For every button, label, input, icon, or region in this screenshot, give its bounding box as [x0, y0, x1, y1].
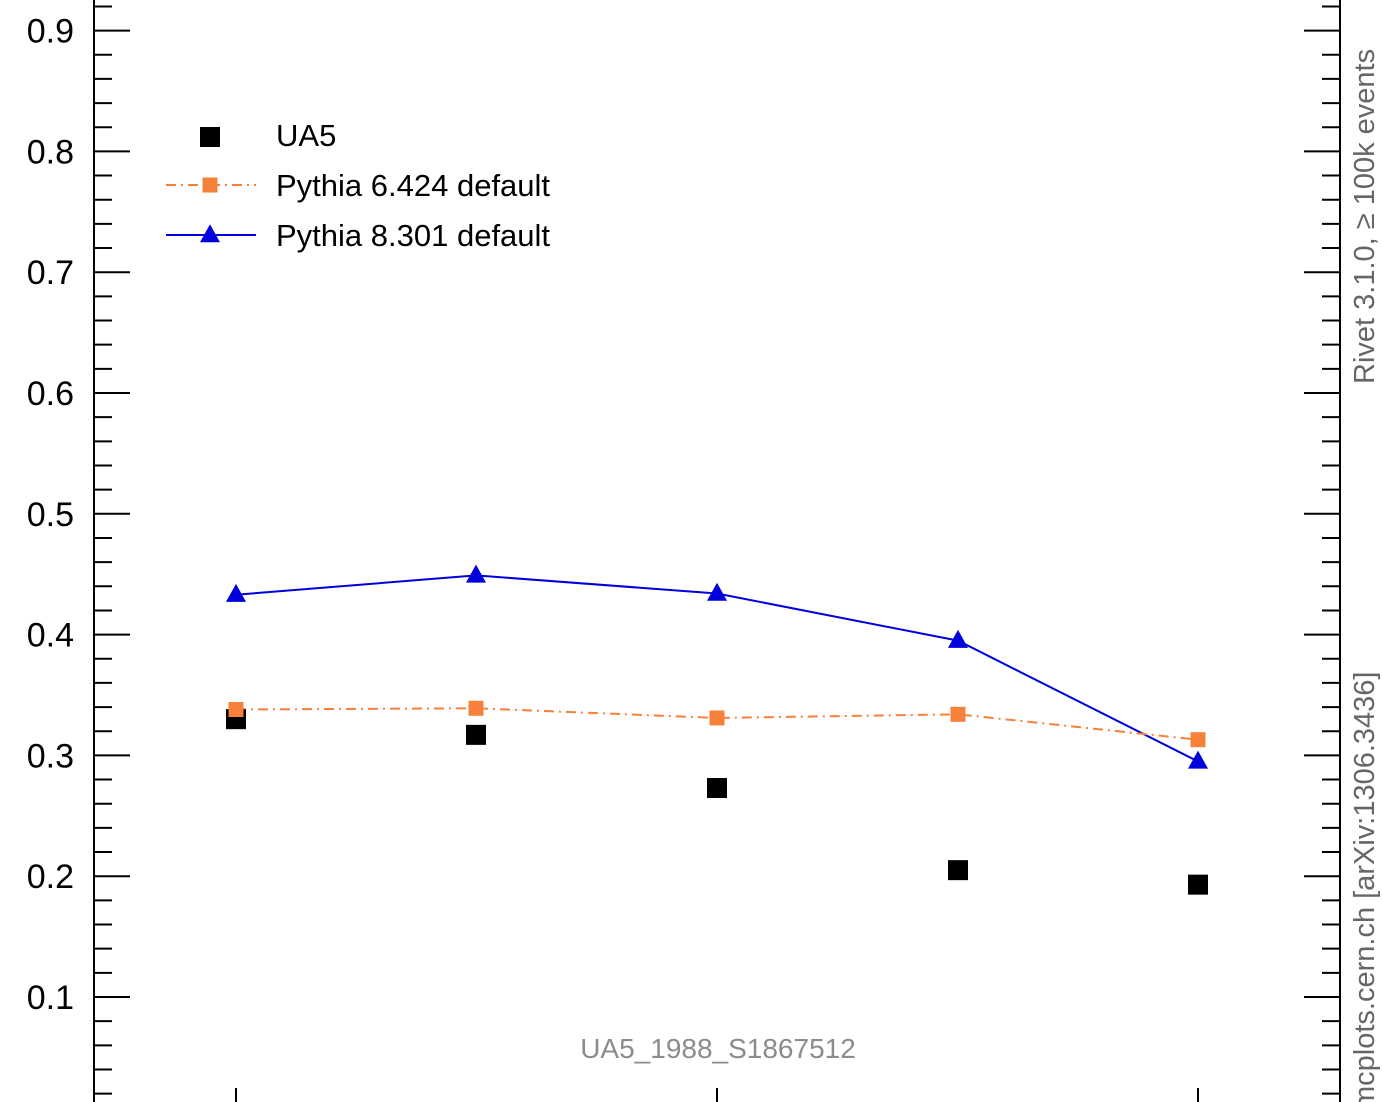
y-tick-label: 0.2: [27, 858, 74, 896]
ua5-point: [466, 724, 486, 745]
legend-ua5-marker: [200, 127, 220, 147]
ua5-point: [948, 860, 968, 881]
legend-label: Pythia 8.301 default: [276, 218, 550, 253]
pythia8-point: [1188, 750, 1208, 769]
y-tick-label: 0.6: [27, 375, 74, 413]
pythia8-point: [707, 582, 727, 601]
series-layer: [226, 564, 1208, 895]
pythia8-point: [226, 583, 246, 602]
y-tick-label: 0.5: [27, 496, 74, 534]
ua5-point: [1188, 874, 1208, 895]
y-tick-label: 0.9: [27, 13, 74, 51]
analysis-label: UA5_1988_S1867512: [580, 1033, 856, 1064]
y-axis-ticks: [94, 5, 1340, 1095]
y-tick-label: 0.4: [27, 617, 74, 655]
y-tick-label: 0.1: [27, 979, 74, 1017]
legend: UA5 Pythia 6.424 default Pythia 8.301 defa…: [166, 118, 550, 253]
y-tick-label: 0.3: [27, 737, 74, 775]
pythia6-point: [468, 700, 484, 716]
plot-frame: [93, 0, 1341, 1102]
side-note-rivet: Rivet 3.1.0, ≥ 100k events: [1349, 49, 1381, 384]
y-tick-label: 0.7: [27, 254, 74, 292]
pythia8-line: [235, 574, 1199, 763]
ua5-point: [707, 778, 727, 799]
y-axis-tick-labels: 0.1 0.2 0.3 0.4 0.5 0.6 0.7 0.8 0.9: [27, 13, 74, 1017]
legend-pythia8-marker: [200, 224, 220, 243]
legend-label: Pythia 6.424 default: [276, 168, 550, 203]
pythia6-point: [709, 710, 725, 726]
pythia8-point: [948, 629, 968, 648]
x-axis-ticks: [235, 1088, 1199, 1102]
side-note-mcplots: mcplots.cern.ch [arXiv:1306.3436]: [1349, 672, 1381, 1102]
pythia6-line: [235, 707, 1199, 741]
legend-pythia6-marker: [202, 177, 218, 193]
pythia6-point: [1190, 732, 1206, 748]
pythia8-point: [466, 564, 486, 583]
y-tick-label: 0.8: [27, 133, 74, 171]
pythia6-point: [950, 706, 966, 722]
pythia6-point: [228, 701, 244, 717]
legend-label: UA5: [276, 118, 336, 153]
